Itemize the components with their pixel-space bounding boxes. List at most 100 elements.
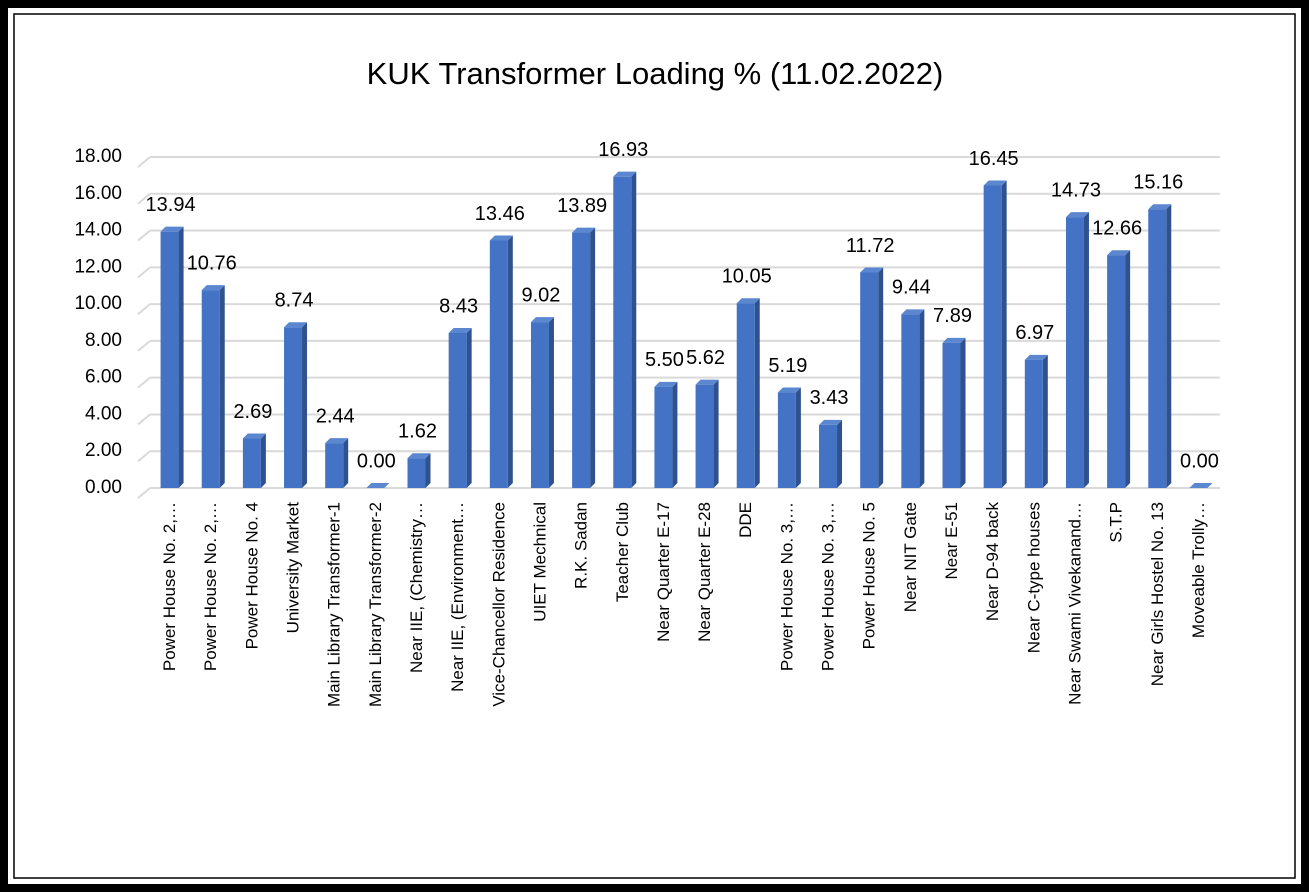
bar-top	[983, 180, 1007, 186]
bar-top	[901, 309, 925, 315]
bar	[1065, 217, 1084, 489]
data-label: 16.93	[598, 139, 648, 161]
bar-top	[242, 433, 266, 439]
data-label: 9.02	[521, 284, 560, 306]
data-label: 1.62	[398, 420, 437, 442]
bar-side	[837, 419, 843, 488]
bar	[1024, 359, 1043, 488]
data-label: 5.50	[645, 349, 684, 371]
bar-side	[343, 438, 349, 488]
grid-line-depth	[137, 487, 151, 499]
bar-top	[1065, 212, 1089, 218]
bar-top	[613, 171, 637, 177]
x-tick-label: Power House No. 5	[860, 502, 879, 649]
x-tick-label: University Market	[284, 502, 303, 634]
y-tick-label: 0.00	[85, 477, 122, 498]
bar	[901, 314, 920, 488]
y-tick-label: 12.00	[74, 256, 122, 277]
bar	[613, 176, 632, 488]
x-tick-label: Near Swami Vivekanand…	[1065, 502, 1084, 705]
bar-side	[548, 317, 554, 488]
data-label: 0.00	[1180, 450, 1219, 472]
y-tick-label: 14.00	[74, 220, 122, 241]
x-tick-label: Near E-51	[942, 502, 961, 579]
bar-side	[1166, 204, 1172, 489]
bar-side	[1083, 212, 1089, 489]
chart-title: KUK Transformer Loading % (11.02.2022)	[367, 56, 944, 91]
bar	[489, 240, 508, 488]
grid-line-depth	[137, 413, 151, 426]
x-tick-label: S.T.P	[1107, 502, 1126, 543]
x-tick-label: Teacher Club	[613, 502, 632, 602]
x-tick-label: Main Library Transformer-1	[325, 502, 344, 707]
bar	[530, 322, 549, 488]
data-label: 3.43	[810, 387, 849, 409]
x-tick-label: Near C-type houses	[1024, 502, 1043, 653]
bar-top	[860, 267, 884, 273]
bar-side	[1042, 354, 1048, 488]
bar-top	[284, 322, 308, 328]
x-tick-label: Near Quarter E-28	[695, 502, 714, 642]
bar-side	[672, 381, 678, 488]
data-label: 7.89	[933, 305, 972, 327]
x-tick-label: Near Girls Hostel No. 13	[1148, 502, 1167, 686]
bar-side	[466, 327, 472, 488]
bar	[284, 327, 303, 488]
data-label: 10.05	[722, 265, 772, 287]
grid-line-depth	[137, 450, 151, 462]
bar-top	[448, 327, 472, 333]
data-label: 15.16	[1133, 172, 1183, 194]
data-label: 5.62	[686, 347, 725, 369]
data-label: 8.74	[275, 290, 314, 312]
bar	[242, 438, 261, 488]
bar-side	[878, 267, 884, 488]
bar	[777, 392, 796, 488]
bar	[325, 443, 344, 488]
x-tick-label: Power House No. 3,…	[777, 502, 796, 671]
x-tick-label: Moveable Trolly…	[1189, 502, 1208, 638]
x-tick-label: R.K. Sadan	[572, 502, 591, 589]
grid-line-depth	[137, 156, 151, 168]
bar	[201, 290, 220, 488]
bar	[160, 231, 179, 489]
bar-top	[1107, 250, 1131, 256]
bar-side	[754, 298, 760, 488]
bar-side	[960, 337, 966, 488]
y-tick-label: 2.00	[85, 440, 122, 461]
bar-top	[736, 298, 760, 304]
bar-top	[572, 227, 596, 233]
bar-side	[1001, 180, 1007, 488]
data-label: 12.66	[1092, 217, 1142, 239]
bar-side	[919, 309, 925, 488]
bar-top	[201, 285, 225, 291]
bar	[819, 424, 838, 488]
bar-top	[654, 381, 678, 387]
x-tick-label: Vice-Chancellor Residence	[489, 502, 508, 707]
bar	[983, 185, 1002, 488]
data-label: 11.72	[846, 235, 895, 257]
data-label: 16.45	[969, 148, 1019, 170]
y-tick-label: 16.00	[74, 183, 122, 204]
bar-side	[219, 285, 225, 488]
x-tick-label: Near IIE, (Chemistry…	[407, 502, 426, 673]
grid-line-depth	[137, 303, 151, 315]
data-label: 8.43	[439, 295, 478, 317]
data-label: 9.44	[892, 277, 931, 299]
bar-top	[942, 337, 966, 343]
bar-side	[302, 322, 308, 488]
bar-top	[530, 317, 554, 323]
bar-top	[819, 419, 843, 425]
bar	[1148, 209, 1167, 489]
bar	[654, 386, 673, 488]
x-tick-label: Main Library Transformer-2	[366, 502, 385, 707]
bar-top	[160, 226, 184, 232]
x-tick-label: Power House No. 4	[242, 502, 261, 649]
bar	[572, 232, 591, 488]
x-tick-label: Power House No. 2,…	[201, 502, 220, 671]
data-label: 10.76	[187, 252, 237, 274]
data-label: 14.73	[1051, 179, 1101, 201]
bar-top	[407, 453, 431, 459]
bar-top	[777, 387, 801, 393]
data-label: 13.46	[475, 203, 525, 225]
